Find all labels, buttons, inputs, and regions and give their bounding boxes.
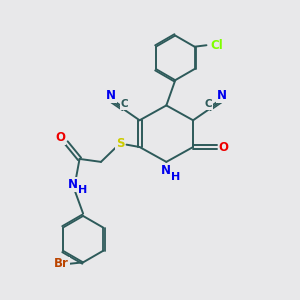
Text: Cl: Cl — [210, 39, 223, 52]
Text: H: H — [171, 172, 181, 182]
Text: N: N — [217, 89, 226, 102]
Text: N: N — [68, 178, 77, 191]
Text: Br: Br — [54, 257, 69, 270]
Text: N: N — [161, 164, 171, 177]
Text: N: N — [106, 89, 116, 102]
Text: C: C — [120, 99, 128, 109]
Text: S: S — [116, 137, 124, 150]
Text: C: C — [205, 99, 212, 109]
Text: O: O — [55, 131, 65, 144]
Text: H: H — [78, 184, 87, 194]
Text: O: O — [218, 140, 228, 154]
